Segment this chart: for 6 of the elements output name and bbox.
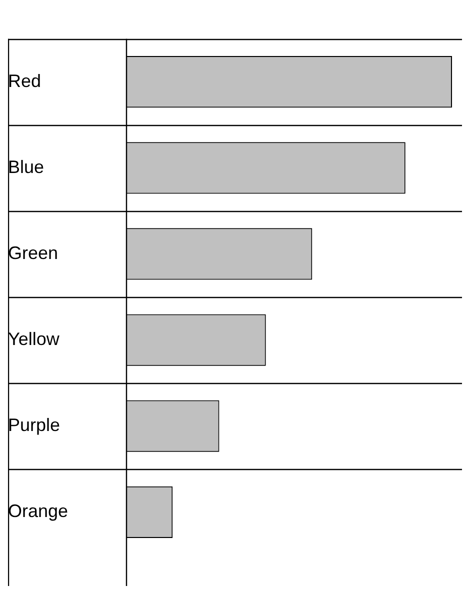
y-tick-label: Yellow (8, 329, 60, 349)
y-tick-label: Green (8, 242, 58, 263)
y-tick-label: Purple (8, 415, 60, 436)
y-tick-label: Red (8, 70, 42, 91)
y-tick-label: Blue (8, 156, 44, 177)
y-tick-label: Orange (8, 501, 68, 522)
